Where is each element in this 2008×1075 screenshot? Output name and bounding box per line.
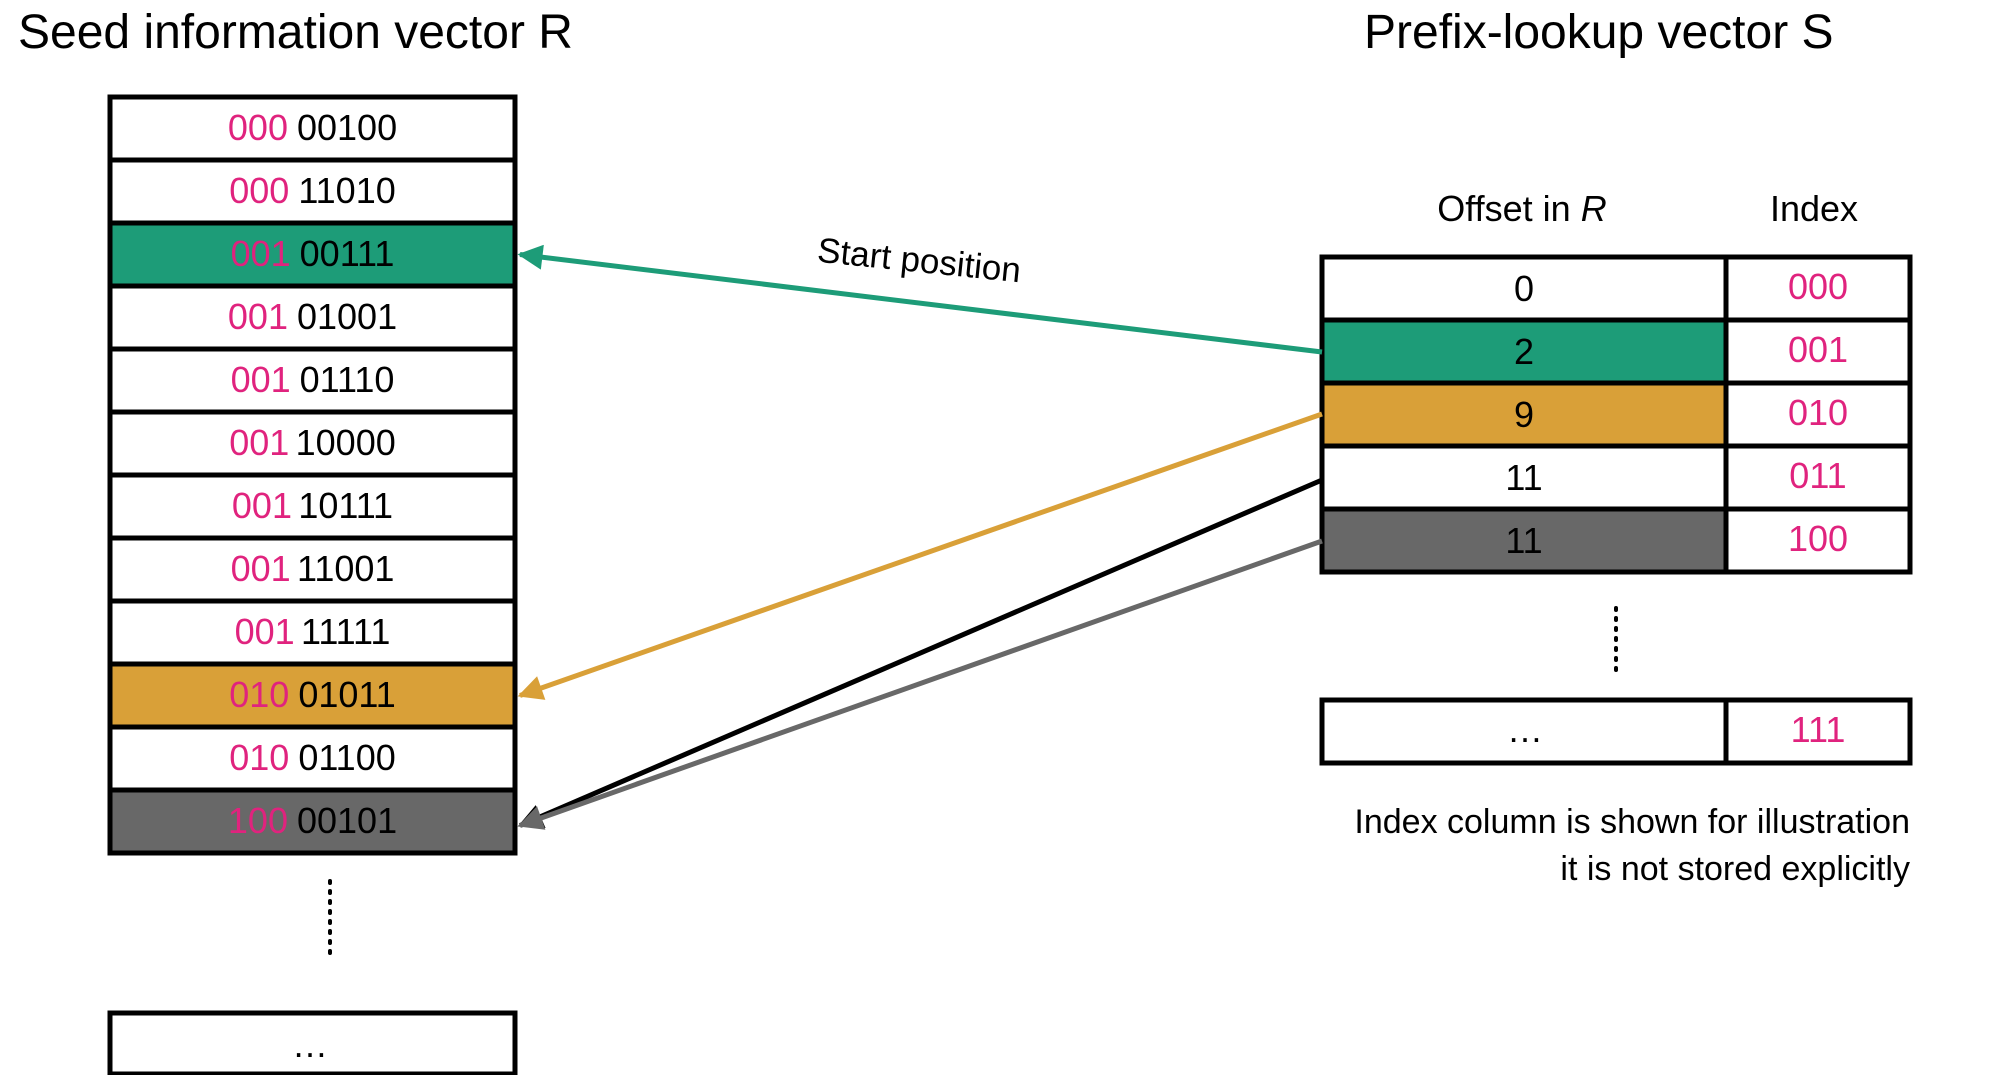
s-offset-value: 0 [1514,268,1534,309]
start-position-label: Start position [816,231,1023,290]
s-row: 9 010 [1322,383,1910,446]
r-suffix: 11010 [298,170,395,211]
r-row: 100 00101 [110,790,515,853]
s-offset-value: 2 [1514,331,1534,372]
s-index-value: 000 [1788,266,1848,307]
r-row: 000 00100 [110,97,515,160]
r-suffix: 01100 [298,737,395,778]
r-prefix: 001 [231,548,290,589]
r-last-cell-value: … [292,1024,328,1065]
s-row: 11 100 [1322,509,1910,572]
r-suffix: 10111 [298,485,393,526]
r-cell-value: 001 10111 [232,485,393,526]
s-offset-value: 9 [1514,394,1534,435]
r-row: 010 01011 [110,664,515,727]
r-suffix: 11001 [297,548,394,589]
s-offset-value: 11 [1505,457,1542,498]
offset-column-header: Offset in R [1437,188,1606,229]
s-row: 2 001 [1322,320,1910,383]
r-row: 010 01100 [110,727,515,790]
r-row: 001 11111 [110,601,515,664]
r-row: 001 11001 [110,538,515,601]
r-prefix: 001 [231,359,291,400]
r-prefix: 000 [229,170,289,211]
r-suffix: 00111 [300,233,395,274]
r-cell-value: 001 10000 [229,422,396,463]
r-row: 001 10000 [110,412,515,475]
r-prefix: 001 [231,233,291,274]
pointer-arrows [520,255,1322,826]
r-suffix: 01011 [298,674,395,715]
r-prefix: 010 [229,674,289,715]
vector-s-title: Prefix-lookup vector S [1364,6,1834,59]
s-last-index-value: 111 [1791,709,1846,750]
r-row: 001 01110 [110,349,515,412]
r-prefix: 000 [228,107,288,148]
r-prefix: 001 [229,422,288,463]
index-column-header: Index [1770,188,1858,229]
s-last-offset-value: … [1507,709,1543,750]
r-suffix: 01110 [300,359,395,400]
note-line-2: it is not stored explicitly [1560,850,1910,888]
r-row: 001 00111 [110,223,515,286]
s-row: 0 000 [1322,257,1910,320]
r-prefix: 010 [229,737,289,778]
r-cell-value: 000 00100 [228,107,397,148]
s-offset-value: 11 [1505,520,1542,561]
s-index-value: 010 [1788,392,1848,433]
r-prefix: 001 [228,296,288,337]
s-index-value: 100 [1788,518,1848,559]
note-line-1: Index column is shown for illustration [1354,803,1910,841]
r-row: 001 01001 [110,286,515,349]
r-cell-value: 001 01001 [228,296,397,337]
r-cell-value: 001 11001 [231,548,395,589]
arrow-gray [520,541,1322,826]
r-suffix: 01001 [297,296,397,337]
r-cell-value: 001 11111 [235,611,391,652]
s-index-value: 001 [1788,329,1848,370]
s-index-value: 011 [1789,455,1846,496]
r-suffix: 00101 [297,800,397,841]
r-prefix: 100 [228,800,288,841]
r-cell-value: 100 00101 [228,800,397,841]
r-cell-value: 001 00111 [231,233,395,274]
r-cell-value: 010 01100 [229,737,396,778]
r-prefix: 001 [235,611,294,652]
r-cell-value: 010 01011 [229,674,396,715]
r-row: 001 10111 [110,475,515,538]
r-suffix: 00100 [297,107,397,148]
s-row: 11 011 [1322,446,1910,509]
vector-r-title: Seed information vector R [18,6,573,59]
r-row: 000 11010 [110,160,515,223]
r-cell-value: 001 01110 [231,359,395,400]
r-cell-value: 000 11010 [229,170,396,211]
r-prefix: 001 [232,485,291,526]
r-suffix: 10000 [296,422,396,463]
r-suffix: 11111 [301,611,390,652]
